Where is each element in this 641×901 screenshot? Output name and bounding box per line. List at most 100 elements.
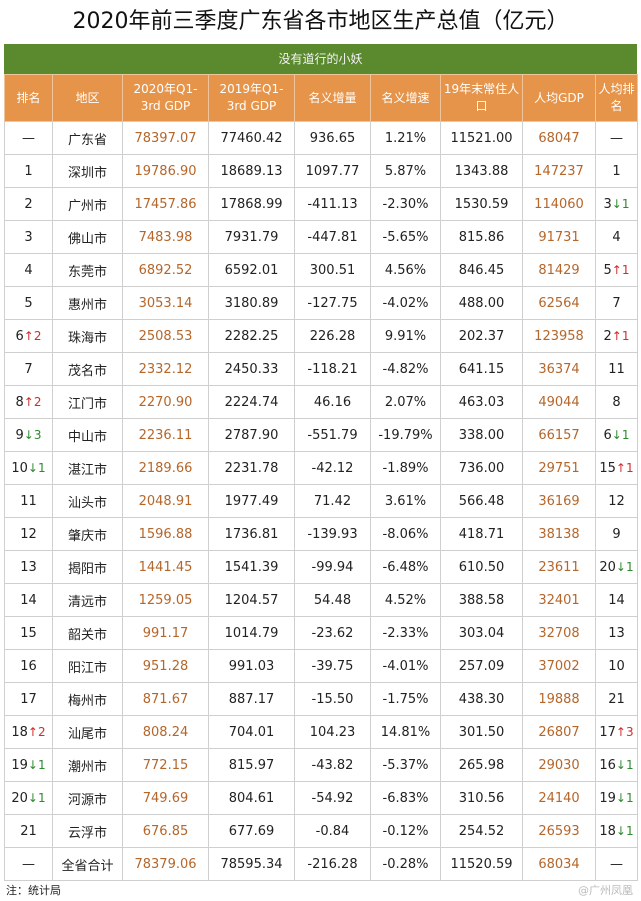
rank-cell-value: 15	[20, 625, 37, 641]
increase-cell: -118.21	[294, 352, 371, 386]
rank-cell-value: 11	[20, 493, 37, 509]
table-row: 8↑2 江门市 2270.90 2224.74 46.16 2.07% 463.03 4904…	[4, 385, 638, 419]
per-capita-rank-cell-value: 19	[599, 790, 616, 806]
per-capita-rank-cell-change: 1	[621, 262, 630, 277]
gdp-2019-cell: 3180.89	[208, 286, 295, 320]
population-cell: 736.00	[440, 451, 523, 485]
rank-cell: 20↓1	[4, 781, 53, 815]
gdp-2020-cell: 2332.12	[122, 352, 209, 386]
region-cell: 汕尾市	[52, 715, 123, 749]
per-capita-cell: 29030	[522, 748, 596, 782]
per-capita-cell: 19888	[522, 682, 596, 716]
gdp-2020-cell: 7483.98	[122, 220, 209, 254]
per-capita-rank-cell: 15↑1	[595, 451, 638, 485]
rank-cell-change: 2	[33, 328, 42, 343]
rank-cell-value: —	[22, 130, 35, 146]
increase-cell: 104.23	[294, 715, 371, 749]
table-row: 15 韶关市 991.17 1014.79 -23.62 -2.33% 303.04 3270…	[4, 616, 638, 650]
watermark: @广州凤凰	[578, 884, 633, 897]
region-cell: 佛山市	[52, 220, 123, 254]
gdp-2020-cell: 951.28	[122, 649, 209, 683]
gdp-2019-cell: 2224.74	[208, 385, 295, 419]
per-capita-rank-cell-value: 14	[608, 592, 625, 608]
table-row: 17 梅州市 871.67 887.17 -15.50 -1.75% 438.30 19888…	[4, 682, 638, 716]
per-capita-rank-cell: 10	[595, 649, 638, 683]
per-capita-rank-cell-value: 6	[603, 427, 612, 443]
arrow-up-icon: ↑	[23, 328, 34, 343]
growth-cell: 9.91%	[370, 319, 441, 353]
per-capita-cell: 32708	[522, 616, 596, 650]
per-capita-rank-cell: 21	[595, 682, 638, 716]
rank-cell-change: 2	[33, 394, 42, 409]
increase-cell: 936.65	[294, 121, 371, 155]
gdp-2019-cell: 77460.42	[208, 121, 295, 155]
rank-cell-value: 1	[24, 163, 33, 179]
header-nominal-increase: 名义增量	[294, 74, 371, 122]
per-capita-rank-cell-value: 7	[612, 295, 621, 311]
per-capita-rank-cell-change: 3	[625, 724, 634, 739]
per-capita-rank-cell-change: 1	[621, 328, 630, 343]
header-per-capita-gdp: 人均GDP	[522, 74, 596, 122]
growth-cell: 2.07%	[370, 385, 441, 419]
region-cell: 汕头市	[52, 484, 123, 518]
per-capita-rank-cell-change: 1	[621, 427, 630, 442]
per-capita-rank-cell: 7	[595, 286, 638, 320]
population-cell: 11520.59	[440, 847, 523, 881]
per-capita-rank-cell: 11	[595, 352, 638, 386]
increase-cell: 71.42	[294, 484, 371, 518]
per-capita-rank-cell-value: 21	[608, 691, 625, 707]
arrow-up-icon: ↑	[615, 724, 626, 739]
rank-cell: 6↑2	[4, 319, 53, 353]
population-cell: 265.98	[440, 748, 523, 782]
population-cell: 338.00	[440, 418, 523, 452]
per-capita-cell: 38138	[522, 517, 596, 551]
rank-cell-change: 1	[37, 757, 46, 772]
source-note: 注：统计局	[6, 884, 61, 897]
rank-cell: 12	[4, 517, 53, 551]
per-capita-rank-cell-value: 8	[612, 394, 621, 410]
growth-cell: -19.79%	[370, 418, 441, 452]
arrow-up-icon: ↑	[611, 262, 622, 277]
population-cell: 641.15	[440, 352, 523, 386]
rank-cell: 13	[4, 550, 53, 584]
population-cell: 1343.88	[440, 154, 523, 188]
per-capita-rank-cell-value: 18	[599, 823, 616, 839]
increase-cell: 300.51	[294, 253, 371, 287]
gdp-2019-cell: 2282.25	[208, 319, 295, 353]
gdp-2019-cell: 804.61	[208, 781, 295, 815]
table-row: 19↓1 潮州市 772.15 815.97 -43.82 -5.37% 265.98 290…	[4, 748, 638, 782]
region-cell: 东莞市	[52, 253, 123, 287]
rank-cell-value: 3	[24, 229, 33, 245]
subtitle-banner: 没有道行的小妖	[4, 44, 637, 74]
per-capita-rank-cell-change: 1	[625, 559, 634, 574]
region-cell: 云浮市	[52, 814, 123, 848]
rank-cell: —	[4, 847, 53, 881]
per-capita-rank-cell-change: 1	[625, 823, 634, 838]
increase-cell: 1097.77	[294, 154, 371, 188]
rank-cell: 4	[4, 253, 53, 287]
rank-cell: 5	[4, 286, 53, 320]
region-cell: 揭阳市	[52, 550, 123, 584]
table-row: 18↑2 汕尾市 808.24 704.01 104.23 14.81% 301.50 268…	[4, 715, 638, 749]
gdp-2020-cell: 749.69	[122, 781, 209, 815]
rank-cell-value: 21	[20, 823, 37, 839]
rank-cell-value: 18	[11, 724, 28, 740]
gdp-2020-cell: 78397.07	[122, 121, 209, 155]
table-row: — 广东省 78397.07 77460.42 936.65 1.21% 11521.00 6…	[4, 121, 638, 155]
per-capita-rank-cell-value: 11	[608, 361, 625, 377]
per-capita-cell: 24140	[522, 781, 596, 815]
growth-cell: 5.87%	[370, 154, 441, 188]
growth-cell: -6.48%	[370, 550, 441, 584]
per-capita-rank-cell-value: 9	[612, 526, 621, 542]
rank-cell-value: 4	[24, 262, 33, 278]
gdp-2019-cell: 18689.13	[208, 154, 295, 188]
table-row: 2 广州市 17457.86 17868.99 -411.13 -2.30% 1530.59…	[4, 187, 638, 221]
increase-cell: -43.82	[294, 748, 371, 782]
gdp-2019-cell: 1736.81	[208, 517, 295, 551]
population-cell: 418.71	[440, 517, 523, 551]
gdp-2019-cell: 704.01	[208, 715, 295, 749]
per-capita-cell: 114060	[522, 187, 596, 221]
per-capita-cell: 147237	[522, 154, 596, 188]
gdp-2019-cell: 7931.79	[208, 220, 295, 254]
table-row: — 全省合计 78379.06 78595.34 -216.28 -0.28% 11520.…	[4, 847, 638, 881]
